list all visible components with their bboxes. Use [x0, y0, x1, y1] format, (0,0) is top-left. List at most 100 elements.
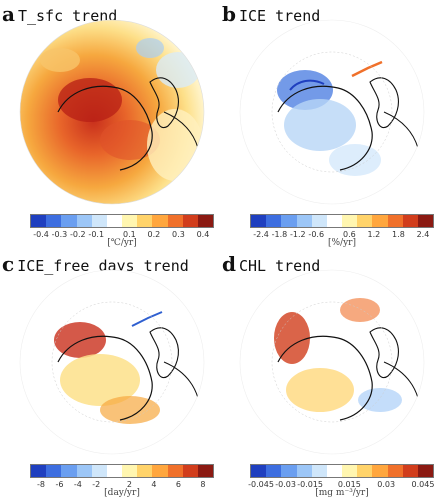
panel-a-hotspot [58, 78, 122, 122]
colorbar-swatch [106, 465, 123, 477]
colorbar-swatch [417, 465, 434, 477]
colorbar-swatch [417, 215, 434, 227]
colorbar-swatch [122, 215, 138, 227]
colorbar-swatch [61, 465, 77, 477]
colorbar-tick-label: -8 [37, 480, 46, 489]
colorbar-tick-label: -0.015 [297, 480, 323, 489]
colorbar-tick-label: -1.8 [271, 230, 288, 239]
panel-a-ticks: -0.4 -0.3 -0.2 -0.1 0.1 0.2 0.3 0.4 [30, 230, 214, 240]
panel-d-colorbar [250, 464, 434, 478]
panel-d-title-text: CHL trend [238, 257, 321, 275]
colorbar-swatch [137, 465, 153, 477]
panel-c-ticks: -8 -6 -4 -2 2 4 6 8 [30, 480, 214, 490]
colorbar-tick-label: -0.3 [51, 230, 68, 239]
panel-c-colorbar [30, 464, 214, 478]
colorbar-swatch [46, 215, 62, 227]
panel-d-map [239, 269, 425, 455]
panel-a-letter: a [2, 2, 15, 26]
colorbar-swatch [152, 465, 168, 477]
colorbar-swatch [182, 465, 198, 477]
panel-ice-trend: b ICE trend -2.4 -1.8 -1.2 -0.6 0.6 1.2 1.8 2.4 … [220, 0, 440, 250]
panel-a-coastline [57, 85, 153, 171]
colorbar-swatch [281, 215, 297, 227]
colorbar-swatch [311, 465, 327, 477]
colorbar-tick-label: 6 [175, 480, 181, 489]
colorbar-tick-label: 0.015 [337, 480, 361, 489]
colorbar-swatch [106, 215, 123, 227]
colorbar-tick-label: -0.1 [88, 230, 105, 239]
colorbar-tick-label: -0.2 [70, 230, 86, 239]
panel-b-unit: [%/yr] [328, 238, 356, 248]
panel-d-increase-area [274, 312, 310, 364]
colorbar-tick-label: -0.4 [33, 230, 49, 239]
panel-c-increase-area [54, 322, 106, 358]
panel-d-letter: d [222, 252, 236, 276]
panel-b-colorbar [250, 214, 434, 228]
colorbar-swatch [342, 465, 358, 477]
colorbar-swatch [402, 215, 418, 227]
colorbar-tick-label: 0.6 [342, 230, 356, 239]
colorbar-swatch [76, 215, 92, 227]
panel-b-title-text: ICE trend [238, 7, 321, 25]
colorbar-swatch [357, 465, 373, 477]
panel-c-coastline [57, 335, 153, 421]
colorbar-swatch [61, 215, 77, 227]
colorbar-swatch [266, 465, 282, 477]
colorbar-swatch [122, 465, 138, 477]
panel-b-map [239, 19, 425, 205]
colorbar-swatch [76, 465, 92, 477]
colorbar-swatch [251, 215, 267, 227]
colorbar-tick-label: 0.1 [122, 230, 136, 239]
colorbar-tick-label: -0.6 [308, 230, 325, 239]
colorbar-swatch [31, 215, 47, 227]
colorbar-swatch [91, 215, 107, 227]
colorbar-swatch [357, 215, 373, 227]
colorbar-tick-label: 8 [200, 480, 206, 489]
panel-b-letter: b [222, 2, 236, 26]
panel-ice-free-days-trend: c ICE_free_days trend -8 -6 -4 -2 2 4 6 8 [day/y… [0, 250, 220, 500]
colorbar-swatch [266, 215, 282, 227]
colorbar-swatch [342, 215, 358, 227]
panel-a-title-text: T_sfc trend [17, 7, 118, 25]
colorbar-swatch [251, 465, 267, 477]
panel-c-map [19, 269, 205, 455]
colorbar-tick-label: -2.4 [253, 230, 269, 239]
colorbar-swatch [167, 215, 183, 227]
colorbar-swatch [402, 465, 418, 477]
colorbar-tick-label: 0.4 [196, 230, 210, 239]
colorbar-tick-label: 0.3 [172, 230, 185, 239]
colorbar-swatch [281, 465, 297, 477]
colorbar-tick-label: 0.03 [377, 480, 396, 489]
panel-c-letter: c [2, 252, 15, 276]
panel-c-title: c ICE_free_days trend [2, 252, 189, 276]
colorbar-tick-label: -2 [92, 480, 101, 489]
colorbar-swatch [152, 215, 168, 227]
colorbar-swatch [91, 465, 107, 477]
colorbar-tick-label: 2 [126, 480, 132, 489]
panel-c-title-text: ICE_free_days trend [17, 257, 189, 275]
colorbar-swatch [387, 215, 403, 227]
colorbar-swatch [296, 215, 312, 227]
colorbar-tick-label: -0.03 [275, 480, 296, 489]
colorbar-swatch [387, 465, 403, 477]
panel-d-title: d CHL trend [222, 252, 320, 276]
panel-t-sfc-trend: a T_sfc trend -0.4 -0.3 -0.2 -0.1 0 [0, 0, 220, 250]
colorbar-swatch [137, 215, 153, 227]
panel-b-coastline [277, 85, 373, 171]
colorbar-swatch [182, 215, 198, 227]
colorbar-tick-label: 1.8 [392, 230, 405, 239]
panel-c-unit: [day/yr] [104, 488, 140, 498]
colorbar-swatch [46, 465, 62, 477]
panel-a-unit: [℃/yr] [107, 238, 137, 248]
colorbar-swatch [326, 215, 343, 227]
panel-a-map [19, 19, 205, 205]
colorbar-tick-label: -6 [55, 480, 64, 489]
colorbar-swatch [167, 465, 183, 477]
panel-c-decrease-strip [131, 311, 163, 327]
panel-d-ticks: -0.045 -0.03 -0.015 0.015 0.03 0.045 [248, 480, 435, 490]
colorbar-swatch [31, 465, 47, 477]
colorbar-tick-label: 1.2 [367, 230, 381, 239]
colorbar-swatch [372, 465, 388, 477]
colorbar-tick-label: 0.045 [411, 480, 435, 489]
panel-chl-trend: d CHL trend -0.045 -0.03 -0.015 0.015 0.03 0.0… [220, 250, 440, 500]
